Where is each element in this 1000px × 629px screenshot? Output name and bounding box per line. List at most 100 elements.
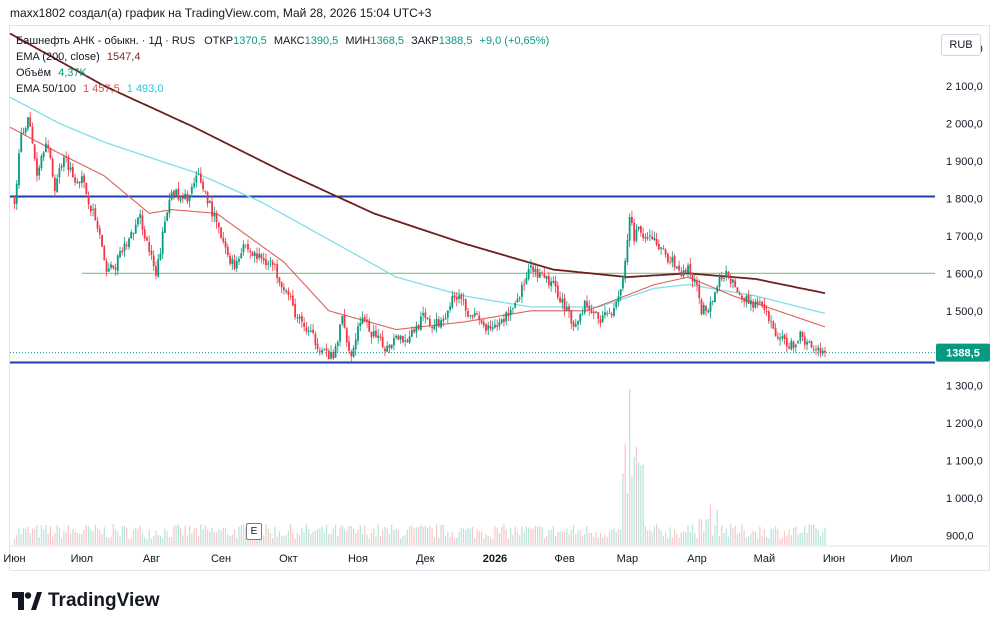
volume-bar [58, 528, 60, 545]
volume-bar [669, 527, 671, 545]
volume-bar [804, 525, 806, 545]
volume-bar [303, 532, 305, 545]
volume-bar [92, 531, 94, 545]
volume-bar [245, 527, 247, 545]
volume-bar [523, 531, 525, 545]
volume-bar [703, 531, 705, 545]
candle-body [190, 186, 193, 194]
candle-body [433, 325, 436, 330]
candle-body [406, 339, 409, 342]
candle-body [229, 255, 231, 264]
volume-bar [570, 529, 572, 545]
volume-bar [647, 530, 649, 545]
candle-body [797, 341, 799, 344]
candle-body [662, 248, 665, 250]
candle-body [693, 279, 696, 283]
volume-bar [157, 535, 159, 545]
candle-body [442, 319, 445, 321]
volume-bar [613, 527, 615, 545]
ema-200-line[interactable] [9, 32, 826, 295]
candle-body [451, 296, 454, 308]
ema-50-line[interactable] [9, 126, 826, 331]
candle-body [341, 315, 344, 324]
legend-ema100-value: 1 493,0 [126, 83, 164, 95]
volume-bar [236, 537, 238, 545]
candle-body [69, 167, 72, 170]
candle-body [680, 271, 683, 276]
volume-bar [139, 525, 141, 545]
candle-body [379, 336, 382, 338]
candle-body [711, 300, 714, 303]
candle-body [696, 280, 698, 285]
candle-body [788, 346, 790, 349]
candle-body [166, 212, 169, 222]
candle-body [572, 322, 575, 327]
earnings-marker[interactable]: E [246, 523, 262, 540]
volume-bar [132, 529, 135, 545]
legend-low-label: МИН [345, 35, 371, 47]
volume-bar [545, 536, 548, 545]
y-tick-label: 1 800,0 [946, 193, 983, 205]
currency-selector[interactable]: RUB [941, 34, 981, 56]
candle-body [65, 156, 68, 158]
volume-bar [552, 526, 554, 545]
volume-bar [105, 537, 108, 545]
candle-body [613, 308, 615, 316]
volume-bar [712, 535, 714, 545]
candle-body [381, 336, 384, 348]
volume-bar [384, 526, 386, 545]
legend-volume-row[interactable]: Объём 4,37K [16, 65, 549, 81]
volume-bar [375, 536, 377, 545]
volume-bar [678, 537, 680, 545]
candle-body [646, 237, 649, 239]
volume-bar [736, 533, 739, 545]
candle-body [15, 183, 18, 204]
candle-body [520, 284, 523, 297]
candle-body [435, 318, 438, 327]
candle-body [648, 235, 651, 237]
volume-bar [732, 528, 734, 545]
candle-body [300, 315, 303, 322]
volume-bar [137, 528, 139, 545]
x-tick-label: Сен [211, 553, 231, 565]
candle-body [615, 302, 618, 308]
candle-body [498, 322, 501, 327]
candle-body [119, 251, 121, 258]
candle-body [139, 214, 142, 219]
legend-open-label: ОТКР [204, 35, 234, 47]
candle-body [164, 221, 166, 233]
volume-bar [566, 528, 568, 545]
candle-body [303, 322, 306, 327]
candle-body [181, 197, 184, 199]
candle-body [393, 338, 395, 346]
ema-100-line[interactable] [9, 96, 826, 315]
volume-bar [164, 528, 166, 545]
candle-body [150, 250, 153, 255]
candle-body [626, 239, 629, 262]
candle-body [121, 250, 124, 253]
volume-bar [662, 536, 664, 545]
volume-bar [16, 534, 18, 545]
candle-body [242, 244, 245, 253]
volume-bar [620, 529, 622, 545]
volume-bar [274, 526, 276, 545]
candle-body [729, 278, 732, 284]
legend-symbol[interactable]: Башнефть АНК - обыкн. · 1Д · RUS [16, 35, 196, 47]
volume-bar [283, 536, 285, 545]
legend-ema50-100-row[interactable]: EMA 50/100 1 457,5 1 493,0 [16, 81, 549, 97]
candle-body [128, 238, 130, 248]
candle-body [413, 329, 416, 332]
volume-bar [420, 525, 422, 545]
candle-body [709, 302, 712, 312]
legend-ema200-row[interactable]: EMA (200, close) 1547,4 [16, 49, 549, 65]
volume-bar [296, 532, 298, 545]
candle-body [579, 313, 582, 322]
candle-body [774, 327, 777, 337]
volume-bar [554, 535, 557, 545]
tradingview-logo-icon [12, 592, 42, 610]
last-price-label: 1388,5 [946, 348, 980, 360]
y-tick-label: 1 000,0 [946, 493, 983, 505]
candle-body [366, 319, 368, 322]
volume-bar [476, 529, 478, 545]
